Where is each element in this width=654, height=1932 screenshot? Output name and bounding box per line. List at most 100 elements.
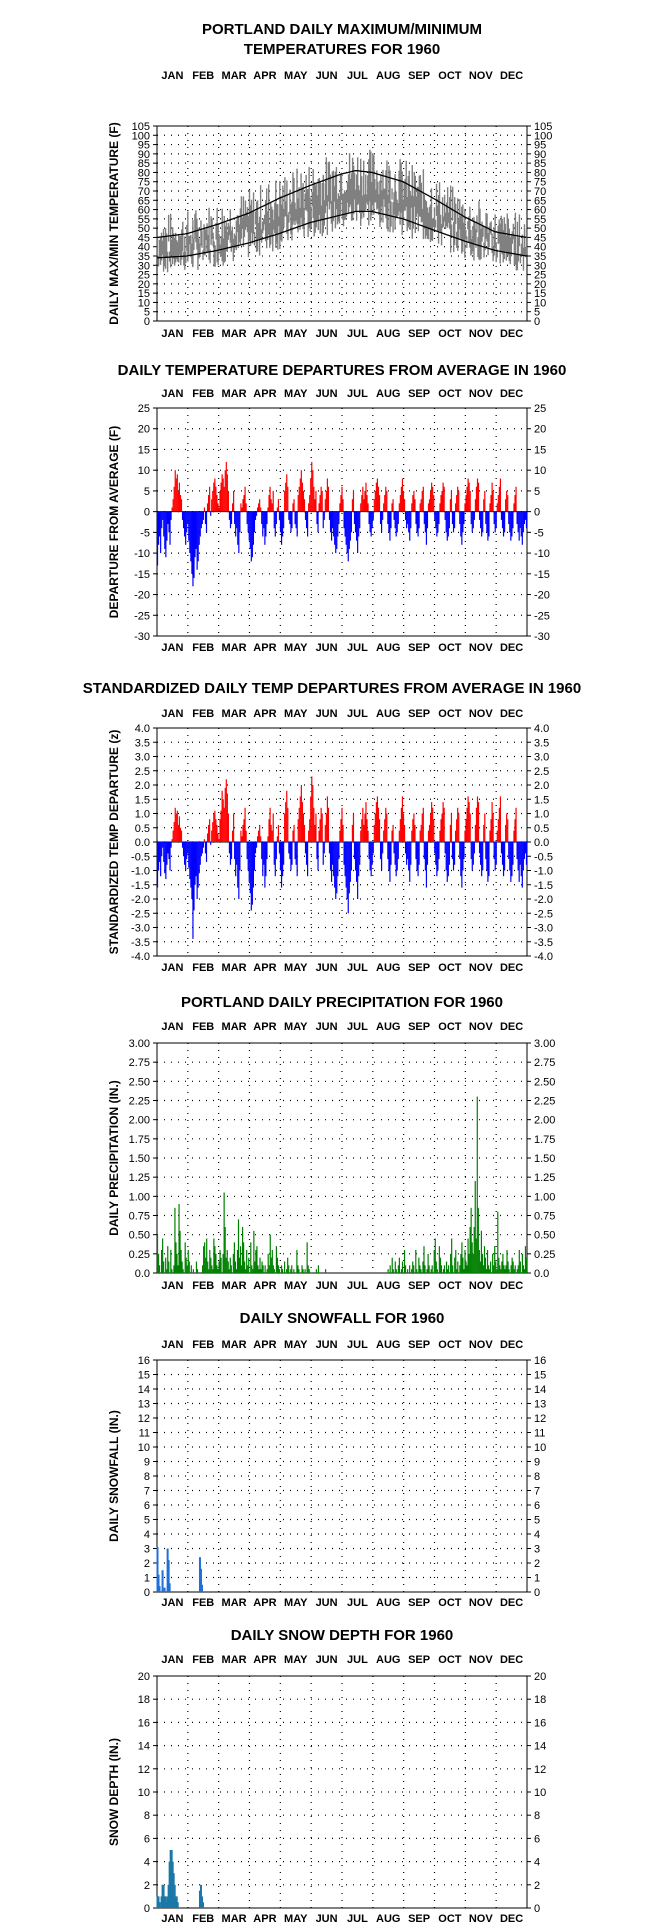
y-tick-label-right: 60 bbox=[534, 205, 546, 217]
y-tick-label-left: 0 bbox=[144, 507, 150, 519]
y-tick-label-right: 4 bbox=[534, 1529, 540, 1541]
y-tick-label-right: 2 bbox=[534, 1880, 540, 1892]
month-label-bottom: NOV bbox=[469, 642, 494, 654]
y-tick-label-right: 11 bbox=[534, 1428, 545, 1440]
plot-area bbox=[156, 1675, 528, 1909]
chart-title: PORTLAND DAILY MAXIMUM/MINIMUM bbox=[202, 21, 482, 38]
y-tick-label-right: 25 bbox=[534, 403, 546, 415]
y-tick-label-right: -1.0 bbox=[534, 866, 553, 878]
y-tick-label-left: -0.5 bbox=[131, 851, 150, 863]
y-tick-label-right: 8 bbox=[534, 1810, 540, 1822]
y-tick-label-left: 15 bbox=[138, 444, 150, 456]
chart-3: STANDARDIZED DAILY TEMP DEPARTURES FROM … bbox=[83, 680, 581, 974]
y-tick-label-left: 2 bbox=[144, 1880, 150, 1892]
y-tick-label-right: 6 bbox=[534, 1500, 540, 1512]
month-label-bottom: JUN bbox=[316, 962, 338, 974]
y-tick-label-right: 3 bbox=[534, 1544, 540, 1556]
y-tick-label-right: -3.0 bbox=[534, 923, 553, 935]
y-tick-label-right: 55 bbox=[534, 214, 546, 226]
chart-title: DAILY SNOW DEPTH FOR 1960 bbox=[231, 1627, 454, 1644]
month-label-bottom: SEP bbox=[408, 642, 430, 654]
month-label-top: JUN bbox=[316, 1021, 338, 1033]
month-label-top: MAR bbox=[222, 1021, 247, 1033]
y-tick-label-left: 0 bbox=[144, 1903, 150, 1915]
y-tick-label-left: 12 bbox=[138, 1413, 150, 1425]
y-tick-label-left: 18 bbox=[138, 1694, 150, 1706]
y-tick-label-right: 1.00 bbox=[534, 1191, 555, 1203]
month-label-top: JUN bbox=[316, 1339, 338, 1351]
y-tick-label-left: 3.0 bbox=[135, 752, 150, 764]
y-tick-label-left: 2.50 bbox=[129, 1076, 150, 1088]
y-tick-label-right: 3.5 bbox=[534, 737, 549, 749]
y-tick-label-left: -4.0 bbox=[131, 951, 150, 963]
month-label-bottom: JUN bbox=[316, 642, 338, 654]
y-tick-label-right: 10 bbox=[534, 1787, 546, 1799]
y-tick-label-left: 3.00 bbox=[129, 1038, 150, 1050]
month-label-top: MAY bbox=[284, 388, 308, 400]
y-tick-label-left: 11 bbox=[139, 1428, 150, 1440]
month-label-top: OCT bbox=[438, 1654, 462, 1666]
month-label-top: NOV bbox=[469, 70, 494, 82]
month-label-top: OCT bbox=[438, 1339, 462, 1351]
y-tick-label-right: 90 bbox=[534, 149, 546, 161]
y-tick-label-left: 15 bbox=[138, 288, 150, 300]
y-tick-label-left: 4 bbox=[144, 1529, 150, 1541]
y-tick-label-right: 15 bbox=[534, 1370, 546, 1382]
y-tick-label-right: 20 bbox=[534, 1671, 546, 1683]
y-tick-label-left: -3.0 bbox=[131, 923, 150, 935]
y-tick-label-left: 0.25 bbox=[129, 1249, 150, 1261]
y-tick-label-right: 13 bbox=[534, 1399, 546, 1411]
month-label-bottom: AUG bbox=[376, 642, 400, 654]
month-label-top: FEB bbox=[192, 1339, 214, 1351]
y-tick-label-left: 14 bbox=[138, 1384, 150, 1396]
y-tick-label-right: 0.50 bbox=[534, 1230, 555, 1242]
y-tick-label-left: 20 bbox=[138, 424, 150, 436]
y-tick-label-left: 0.0 bbox=[135, 837, 150, 849]
y-tick-label-right: 0 bbox=[534, 507, 540, 519]
y-tick-label-right: 14 bbox=[534, 1384, 546, 1396]
y-tick-label-left: 15 bbox=[138, 1370, 150, 1382]
y-tick-label-left: 1.5 bbox=[135, 794, 150, 806]
y-axis-label: DAILY SNOWFALL (IN.) bbox=[107, 1410, 121, 1542]
y-tick-label-left: 105 bbox=[132, 121, 150, 133]
month-label-top: APR bbox=[253, 1021, 276, 1033]
month-label-top: NOV bbox=[469, 708, 494, 720]
month-label-top: MAY bbox=[284, 1339, 308, 1351]
y-axis-label: STANDARDIZED TEMP DEPARTURE (z) bbox=[107, 730, 121, 955]
month-label-bottom: OCT bbox=[438, 328, 462, 340]
month-label-top: MAY bbox=[284, 1021, 308, 1033]
y-tick-label-right: 85 bbox=[534, 158, 546, 170]
y-tick-label-left: 8 bbox=[144, 1471, 150, 1483]
y-tick-label-right: 0.0 bbox=[534, 837, 549, 849]
month-label-top: JAN bbox=[161, 708, 183, 720]
y-tick-label-right: 70 bbox=[534, 186, 546, 198]
month-label-bottom: MAY bbox=[284, 1597, 308, 1609]
y-tick-label-right: -10 bbox=[534, 548, 550, 560]
y-tick-label-left: 2 bbox=[144, 1558, 150, 1570]
y-tick-label-right: 65 bbox=[534, 195, 546, 207]
y-tick-label-left: 2.75 bbox=[129, 1057, 150, 1069]
month-label-top: JUL bbox=[347, 388, 368, 400]
chart-title: TEMPERATURES FOR 1960 bbox=[244, 41, 440, 58]
y-tick-label-right: 3.00 bbox=[534, 1038, 555, 1050]
y-tick-label-left: 1 bbox=[144, 1573, 150, 1585]
month-label-bottom: OCT bbox=[438, 1913, 462, 1925]
y-tick-label-left: -25 bbox=[134, 610, 150, 622]
y-tick-label-right: 5 bbox=[534, 307, 540, 319]
month-label-top: NOV bbox=[469, 1654, 494, 1666]
y-tick-label-left: 60 bbox=[138, 205, 150, 217]
month-label-bottom: JAN bbox=[161, 642, 183, 654]
month-label-top: OCT bbox=[438, 708, 462, 720]
y-tick-label-left: 1.0 bbox=[135, 809, 150, 821]
chart-title: DAILY TEMPERATURE DEPARTURES FROM AVERAG… bbox=[118, 362, 567, 379]
y-tick-label-right: 4.0 bbox=[534, 723, 549, 735]
y-tick-label-right: 1 bbox=[534, 1573, 540, 1585]
y-tick-label-left: 3.5 bbox=[135, 737, 150, 749]
y-tick-label-left: 1.50 bbox=[129, 1153, 150, 1165]
month-label-bottom: MAR bbox=[222, 1913, 247, 1925]
month-label-top: FEB bbox=[192, 708, 214, 720]
month-label-top: FEB bbox=[192, 70, 214, 82]
month-label-bottom: JUN bbox=[316, 328, 338, 340]
y-tick-label-left: 10 bbox=[138, 1442, 150, 1454]
